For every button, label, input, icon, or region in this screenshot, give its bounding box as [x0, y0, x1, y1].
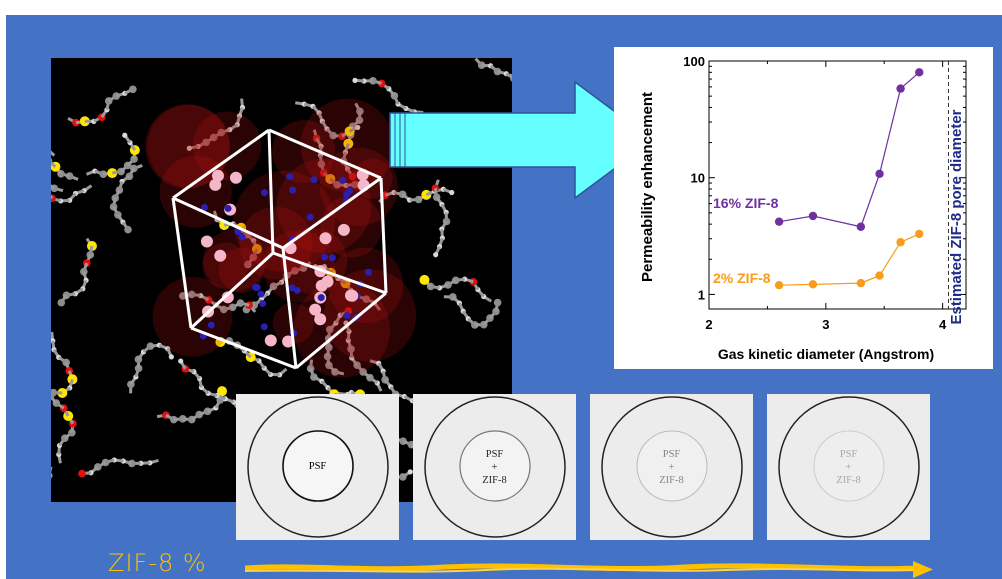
data-point	[808, 280, 818, 289]
plot-frame	[708, 60, 967, 310]
x-axis-label: Gas kinetic diameter (Angstrom)	[718, 346, 934, 362]
y-tick-label: 100	[683, 54, 705, 69]
membrane-photo-2: PSF + ZIF-8	[413, 394, 576, 540]
membrane-photo-3: PSF + ZIF-8	[590, 394, 753, 540]
x-tick-label: 3	[822, 317, 829, 332]
data-point	[774, 217, 784, 226]
data-point	[875, 271, 884, 280]
pore-diameter-label: Estimated ZIF-8 pore diameter	[948, 109, 965, 324]
data-point	[856, 278, 866, 288]
zif8-percent-label: ZIF-8 %	[108, 549, 207, 577]
data-point	[774, 280, 784, 290]
chart-svg: 1 10 100 2 3 4 Permeability enhancement Gas k…	[639, 54, 967, 362]
y-tick-label: 1	[698, 287, 705, 302]
series-line-0	[778, 71, 920, 228]
x-tick-label: 4	[939, 317, 947, 332]
membrane-label: PSF	[308, 461, 327, 472]
data-point	[915, 68, 924, 77]
membrane-label: PSF + ZIF-8	[836, 449, 861, 486]
series-2-label: 2% ZIF-8	[713, 270, 771, 286]
y-axis-label: Permeability enhancement	[639, 92, 656, 282]
y-tick-label: 10	[691, 171, 705, 186]
zif8-cage-cloud	[145, 98, 417, 378]
data-point	[896, 84, 905, 93]
series-16-label: 16% ZIF-8	[713, 195, 779, 211]
membrane-label: PSF + ZIF-8	[482, 449, 507, 486]
data-point	[896, 238, 905, 247]
data-point	[875, 169, 884, 179]
membrane-label: PSF + ZIF-8	[659, 449, 684, 486]
increasing-arrow	[245, 561, 933, 578]
data-point	[856, 222, 866, 231]
data-point	[915, 229, 924, 239]
membrane-photo-4: PSF + ZIF-8	[767, 394, 930, 540]
x-tick-label: 2	[705, 317, 712, 332]
data-point	[808, 211, 818, 221]
unit-cell-cube	[171, 128, 388, 370]
permeability-chart: 1 10 100 2 3 4 Permeability enhancement Gas k…	[614, 47, 993, 369]
membrane-photo-1: PSF	[236, 394, 399, 540]
